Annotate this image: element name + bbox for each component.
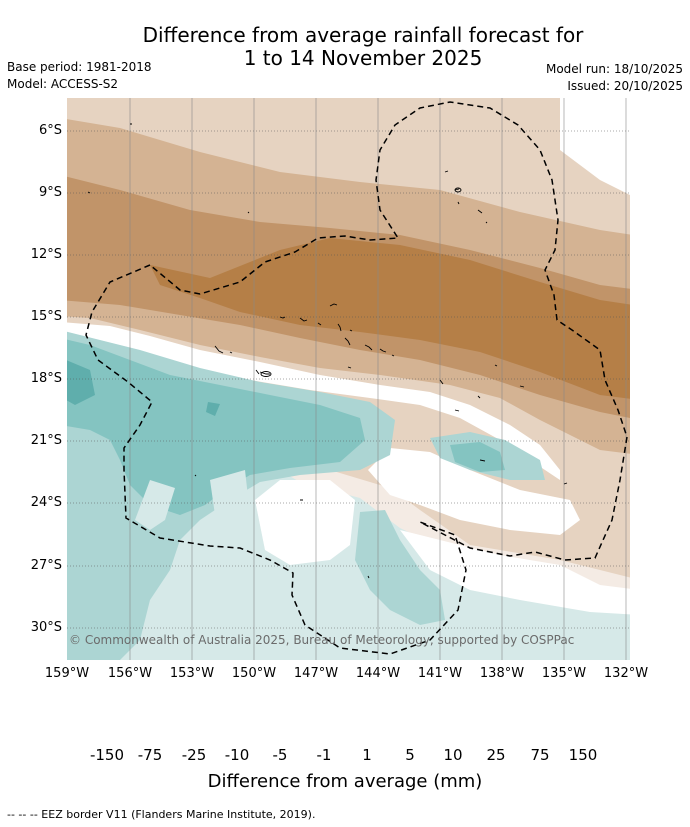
colorbar-tick: 75 — [530, 746, 550, 764]
eez-border-legend: -- -- -- EEZ border V11 (Flanders Marine… — [7, 808, 316, 821]
dry-band-75-150 — [150, 238, 630, 399]
neutral-ribbon-east — [400, 530, 630, 615]
colorbar-tick: 1 — [362, 746, 372, 764]
model-run-text: Model run: 18/10/2025 — [545, 62, 683, 76]
wet-region-light-blob — [210, 470, 250, 525]
lat-label: 9°S — [38, 185, 62, 200]
lat-label: 15°S — [30, 309, 62, 324]
colorbar-tick: -150 — [89, 746, 125, 764]
lat-label: 27°S — [30, 558, 62, 573]
lon-label: 138°W — [479, 666, 525, 681]
title-line-2: 1 to 14 November 2025 — [243, 46, 483, 70]
colorbar-tick: -25 — [181, 746, 207, 764]
copyright-notice: © Commonwealth of Australia 2025, Bureau… — [69, 633, 575, 647]
wet-region-25-75-small — [206, 402, 220, 416]
rainfall-map — [67, 98, 630, 660]
model-info-left: Base period: 1981-2018 Model: ACCESS-S2 — [7, 59, 152, 93]
neutral-ribbon-north — [67, 322, 560, 480]
colorbar-tick: 10 — [443, 746, 463, 764]
model-info-right: Model run: 18/10/2025 Issued: 20/10/2025 — [546, 61, 683, 95]
lat-label: 30°S — [30, 620, 62, 635]
lat-label: 12°S — [30, 247, 62, 262]
graticule — [67, 130, 630, 629]
neutral-corner — [560, 98, 630, 195]
neutral-ribbon-south — [255, 480, 355, 565]
neutral-ribbon-pocket — [368, 448, 580, 535]
issued-date-text: Issued: 20/10/2025 — [567, 79, 683, 93]
colorbar-tick: 150 — [568, 746, 598, 764]
model-name-text: Model: ACCESS-S2 — [7, 77, 119, 91]
wet-region-10-25-mid — [450, 442, 505, 472]
base-period-text: Base period: 1981-2018 — [7, 60, 152, 74]
lon-label: 144°W — [355, 666, 401, 681]
wet-region-light-south — [135, 480, 175, 530]
lon-label: 159°W — [44, 666, 90, 681]
lat-label: 21°S — [30, 433, 62, 448]
lon-label: 150°W — [231, 666, 277, 681]
lon-label: 153°W — [169, 666, 215, 681]
lon-label: 147°W — [293, 666, 339, 681]
lon-label: 156°W — [107, 666, 153, 681]
colorbar-tick: -75 — [137, 746, 163, 764]
lon-label: 132°W — [603, 666, 649, 681]
lat-label: 18°S — [30, 371, 62, 386]
colorbar-label: Difference from average (mm) — [207, 771, 483, 792]
colorbar-tick: -5 — [272, 746, 288, 764]
map-title: Difference from average rainfall forecas… — [0, 24, 690, 70]
colorbar-tick: -1 — [316, 746, 332, 764]
wet-region-5-10-south — [355, 510, 445, 625]
title-line-1: Difference from average rainfall forecas… — [142, 23, 584, 47]
island-outlines — [87, 123, 568, 579]
colorbar-tick: 25 — [486, 746, 506, 764]
eez-border-french-polynesia — [85, 101, 628, 655]
lat-label: 6°S — [38, 123, 62, 138]
lat-label: 24°S — [30, 495, 62, 510]
lon-label: 135°W — [541, 666, 587, 681]
colorbar-tick: -10 — [224, 746, 250, 764]
meridians — [129, 98, 627, 660]
wet-region-10-25-west — [67, 339, 365, 515]
wet-region-25-75-core — [67, 360, 95, 405]
map-plot-area — [67, 98, 630, 660]
colorbar-tick: 5 — [405, 746, 415, 764]
lon-label: 141°W — [417, 666, 463, 681]
